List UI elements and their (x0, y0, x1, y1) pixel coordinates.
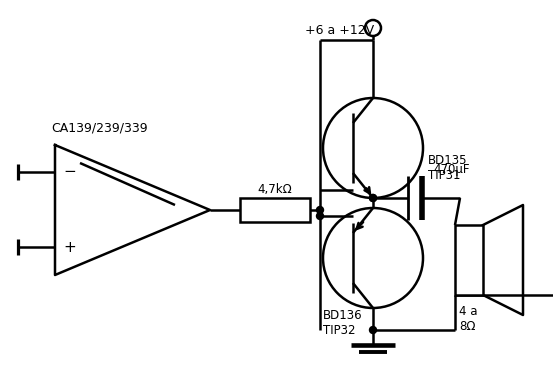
Bar (240, 198, 310, 222)
Circle shape (369, 194, 377, 201)
Circle shape (316, 213, 324, 219)
Text: 4 a
8Ω: 4 a 8Ω (459, 305, 477, 333)
Text: CA139/239/339: CA139/239/339 (51, 122, 148, 135)
Text: −: − (64, 164, 76, 179)
Text: BD135
TIP31: BD135 TIP31 (428, 154, 467, 182)
Bar (455, 225, 483, 295)
Text: +6 a +12V: +6 a +12V (305, 23, 374, 37)
Text: 4,7kΩ: 4,7kΩ (258, 183, 293, 196)
Circle shape (369, 194, 377, 201)
Text: 470μF: 470μF (433, 163, 469, 176)
Circle shape (316, 207, 324, 213)
Circle shape (369, 326, 377, 333)
Text: +: + (64, 239, 76, 254)
Text: BD136
TIP32: BD136 TIP32 (323, 309, 363, 337)
